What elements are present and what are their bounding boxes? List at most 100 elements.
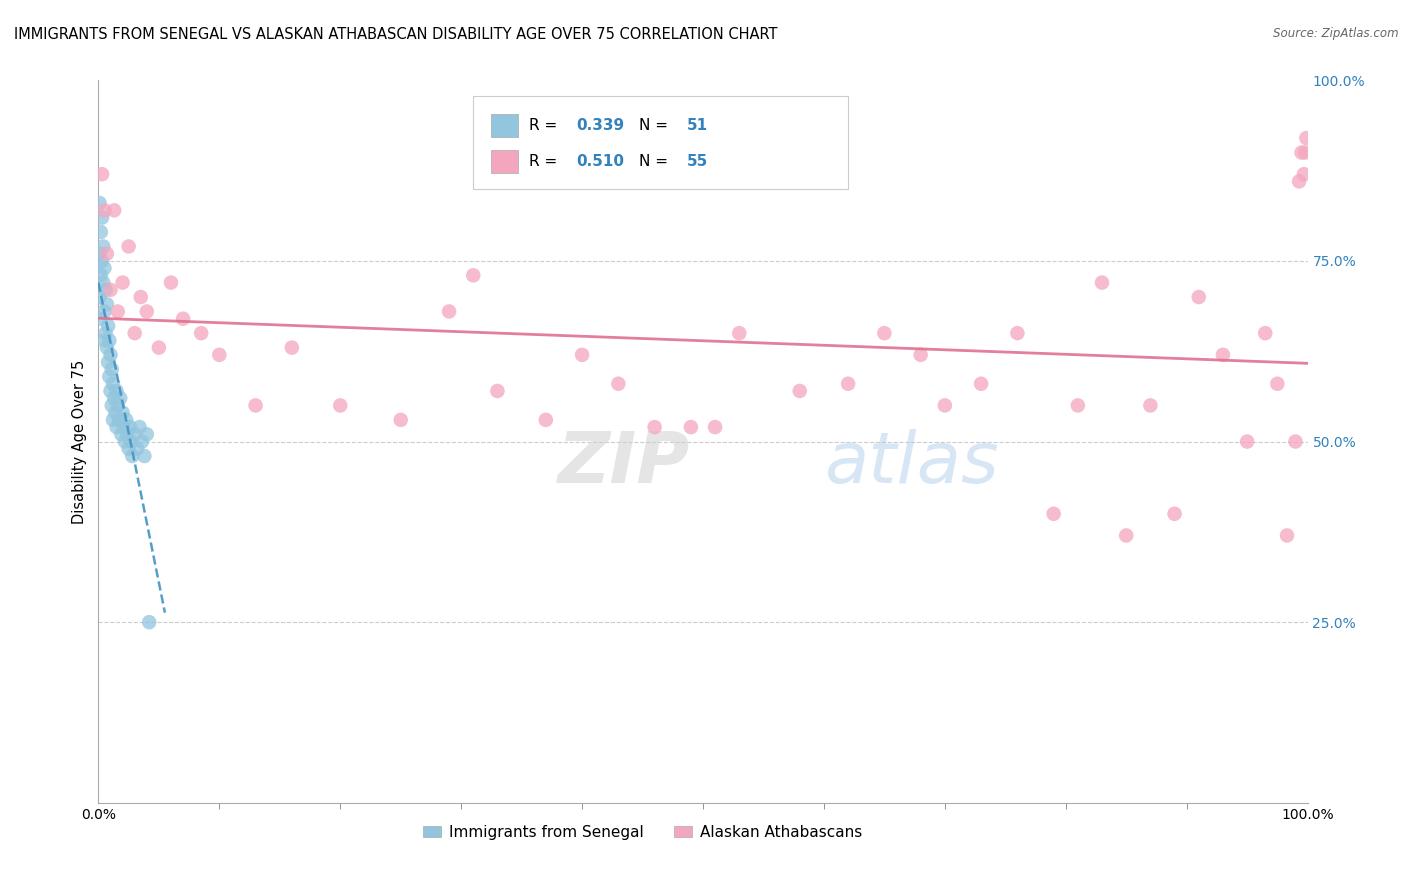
Point — [90, 268, 112, 283]
Point — [789, 384, 811, 398]
Point — [1292, 167, 1315, 181]
Text: N =: N = — [638, 153, 673, 169]
Point — [644, 420, 666, 434]
Point — [128, 420, 150, 434]
Point — [135, 304, 157, 318]
Point — [101, 376, 124, 391]
Point — [108, 391, 131, 405]
Point — [117, 427, 139, 442]
Point — [1042, 507, 1064, 521]
Point — [1139, 398, 1161, 412]
Point — [1254, 326, 1277, 340]
Point — [90, 225, 112, 239]
Point — [96, 246, 118, 260]
Point — [118, 420, 141, 434]
Point — [1291, 145, 1313, 160]
Point — [98, 369, 121, 384]
Point — [1267, 376, 1289, 391]
Point — [93, 304, 115, 318]
Point — [91, 167, 114, 181]
Point — [93, 203, 115, 218]
Point — [679, 420, 702, 434]
Point — [607, 376, 630, 391]
Point — [134, 449, 156, 463]
Point — [910, 348, 932, 362]
Point — [101, 413, 124, 427]
Point — [1275, 528, 1298, 542]
Point — [1067, 398, 1090, 412]
Point — [98, 334, 121, 348]
Point — [107, 398, 129, 412]
Point — [97, 318, 120, 333]
Point — [837, 376, 859, 391]
Point — [1212, 348, 1234, 362]
Point — [129, 290, 152, 304]
Point — [105, 420, 128, 434]
Point — [1294, 145, 1316, 160]
Point — [172, 311, 194, 326]
Text: ZIP: ZIP — [558, 429, 690, 498]
Point — [486, 384, 509, 398]
Point — [94, 283, 117, 297]
Point — [110, 427, 132, 442]
Text: 51: 51 — [688, 118, 709, 133]
Point — [281, 341, 304, 355]
Point — [104, 406, 127, 420]
Point — [534, 413, 557, 427]
Point — [190, 326, 212, 340]
Point — [1163, 507, 1185, 521]
Text: R =: R = — [529, 118, 562, 133]
Point — [329, 398, 352, 412]
Point — [91, 239, 114, 253]
Point — [100, 348, 122, 362]
Point — [111, 276, 134, 290]
Point — [100, 384, 122, 398]
Point — [1091, 276, 1114, 290]
Point — [121, 449, 143, 463]
Text: 55: 55 — [688, 153, 709, 169]
Point — [437, 304, 460, 318]
Point — [728, 326, 751, 340]
Point — [873, 326, 896, 340]
Point — [93, 261, 115, 276]
Point — [120, 434, 142, 449]
Point — [970, 376, 993, 391]
Point — [91, 211, 114, 225]
Point — [93, 334, 115, 348]
Point — [111, 406, 134, 420]
Point — [934, 398, 956, 412]
Text: N =: N = — [638, 118, 673, 133]
Point — [112, 420, 135, 434]
Point — [208, 348, 231, 362]
Point — [89, 196, 111, 211]
Point — [571, 348, 593, 362]
Point — [100, 362, 122, 376]
Y-axis label: Disability Age Over 75: Disability Age Over 75 — [72, 359, 87, 524]
Point — [96, 297, 118, 311]
Point — [100, 398, 122, 412]
Point — [127, 442, 149, 456]
FancyBboxPatch shape — [492, 150, 517, 173]
Point — [1115, 528, 1137, 542]
Text: IMMIGRANTS FROM SENEGAL VS ALASKAN ATHABASCAN DISABILITY AGE OVER 75 CORRELATION: IMMIGRANTS FROM SENEGAL VS ALASKAN ATHAB… — [14, 27, 778, 42]
Point — [91, 276, 114, 290]
Point — [124, 326, 146, 340]
Point — [91, 253, 114, 268]
Point — [1295, 131, 1317, 145]
Point — [148, 341, 170, 355]
Point — [97, 355, 120, 369]
FancyBboxPatch shape — [492, 113, 517, 136]
Text: Source: ZipAtlas.com: Source: ZipAtlas.com — [1274, 27, 1399, 40]
Point — [1288, 174, 1310, 188]
Point — [118, 239, 141, 253]
Point — [114, 434, 136, 449]
Point — [131, 434, 153, 449]
Point — [138, 615, 160, 630]
Point — [94, 326, 117, 340]
Point — [100, 283, 122, 297]
Point — [118, 442, 141, 456]
Point — [103, 391, 125, 405]
Point — [90, 311, 112, 326]
Legend: Immigrants from Senegal, Alaskan Athabascans: Immigrants from Senegal, Alaskan Athabas… — [416, 819, 869, 846]
Point — [463, 268, 485, 283]
